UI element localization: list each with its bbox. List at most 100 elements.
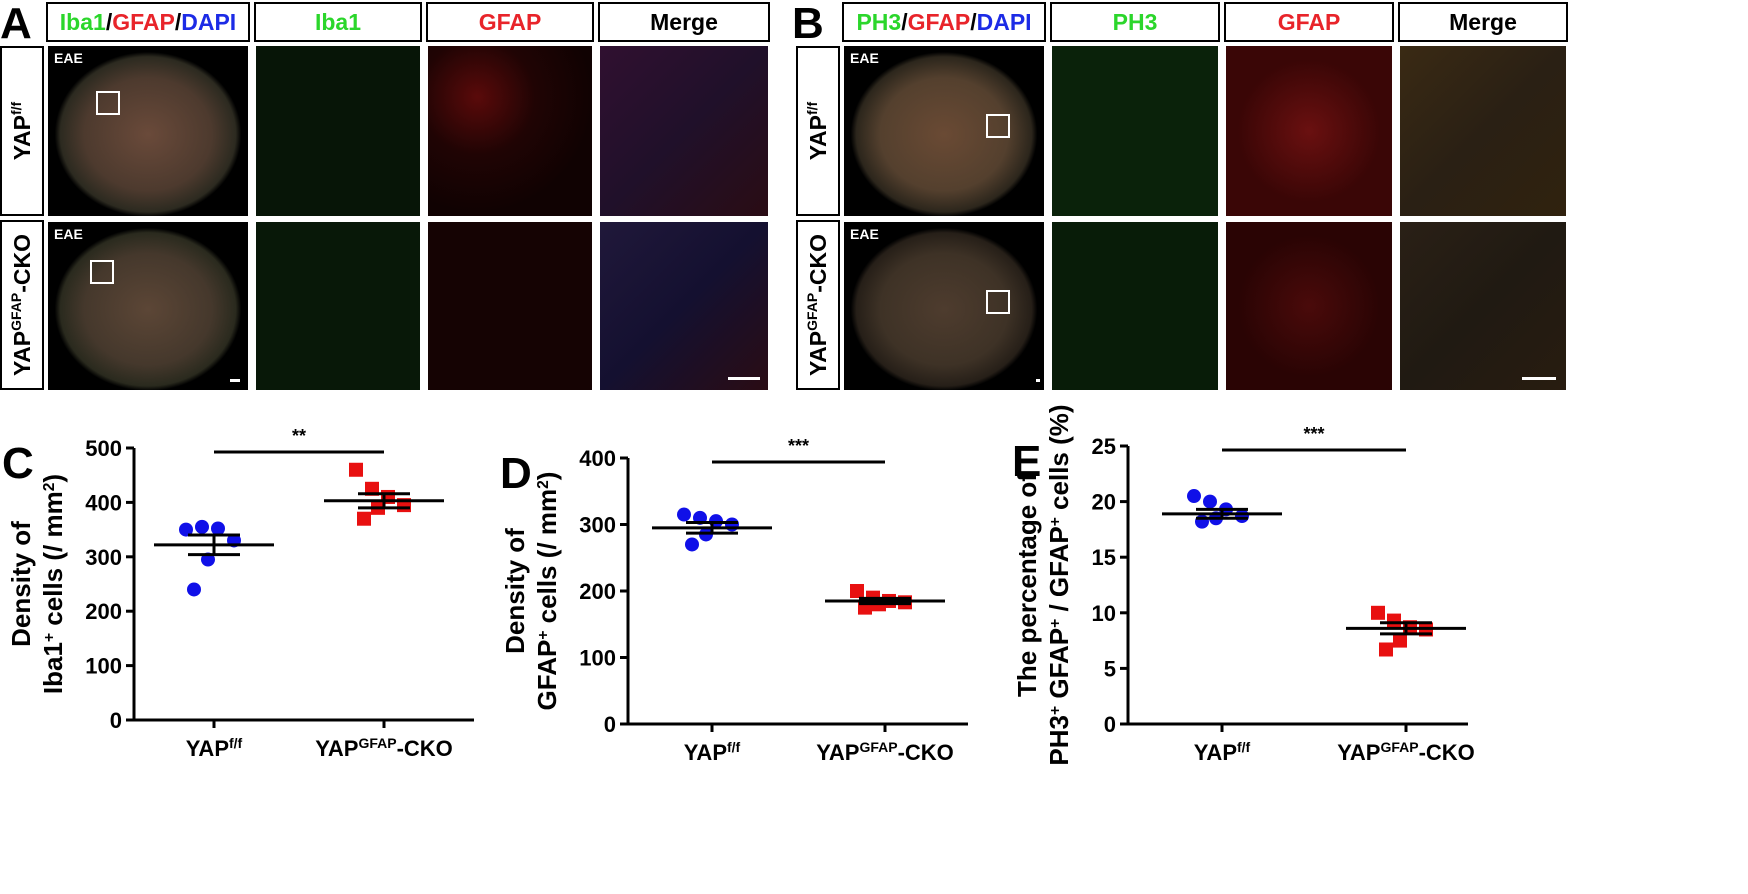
scale-bar	[230, 379, 240, 382]
y-axis-label: Density of	[6, 521, 36, 647]
header-text-part: GFAP	[112, 8, 175, 35]
panel-letter-c: C	[2, 439, 34, 488]
y-tick-label: 100	[579, 646, 616, 671]
genotype-label: YAPGFAP-CKO	[804, 233, 831, 377]
y-tick-label: 10	[1092, 601, 1116, 626]
roi-box	[986, 290, 1010, 314]
data-point	[1195, 514, 1209, 529]
data-point	[357, 511, 371, 526]
data-point	[1387, 613, 1401, 628]
panel-a-header-3: GFAP	[426, 2, 594, 42]
y-axis-label: Density of	[500, 528, 530, 654]
y-tick-label: 25	[1092, 434, 1116, 459]
panel-b-header-3: GFAP	[1224, 2, 1394, 42]
eae-tag: EAE	[54, 50, 83, 66]
header-text-part: PH3	[856, 8, 902, 35]
significance-label: ***	[788, 436, 809, 456]
y-tick-label: 200	[579, 579, 616, 604]
x-category-label: YAPGFAP-CKO	[816, 739, 954, 765]
panel-a-spinal-cord-cko: EAE	[46, 220, 250, 392]
data-point	[1379, 642, 1393, 657]
panel-a-gfap-cko	[426, 220, 594, 392]
y-tick-label: 500	[85, 436, 122, 461]
panel-b-header-4: Merge	[1398, 2, 1568, 42]
data-point	[685, 537, 699, 552]
x-category-label: YAPGFAP-CKO	[1337, 739, 1475, 765]
y-tick-label: 100	[85, 654, 122, 679]
panel-a-iba1-yapff	[254, 44, 422, 218]
scale-bar	[1036, 379, 1040, 382]
header-text-part: /	[901, 8, 908, 35]
panel-a-header-2: Iba1	[254, 2, 422, 42]
x-category-label: YAPf/f	[1194, 739, 1251, 765]
genotype-label: YAPf/f	[804, 101, 831, 161]
y-axis-label: Iba1+ cells (/ mm2)	[38, 474, 68, 694]
panel-letter-a: A	[0, 0, 32, 48]
header-text-part: Iba1	[59, 8, 106, 35]
panel-a-spinal-cord-yapff: EAE	[46, 44, 250, 218]
y-tick-label: 0	[604, 712, 616, 737]
panel-a-row-label-2: YAPGFAP-CKO	[0, 220, 44, 390]
y-tick-label: 0	[1104, 712, 1116, 737]
header-text-part: /	[174, 8, 182, 35]
header-text-part: DAPI	[181, 8, 237, 35]
header-text-part: /	[970, 8, 977, 35]
data-point	[1235, 509, 1249, 524]
panel-b-header-2: PH3	[1050, 2, 1220, 42]
header-text-part: GFAP	[1277, 8, 1341, 35]
header-text-part: PH3	[1112, 8, 1158, 35]
y-tick-label: 0	[110, 708, 122, 733]
y-tick-label: 5	[1104, 656, 1116, 681]
roi-box	[90, 260, 114, 284]
data-point	[1203, 494, 1217, 509]
y-tick-label: 20	[1092, 490, 1116, 515]
data-point	[179, 522, 193, 537]
panel-letter-e: E	[1012, 437, 1041, 486]
panel-a-header-4: Merge	[598, 2, 770, 42]
panel-letter-b: B	[792, 0, 824, 48]
x-category-label: YAPf/f	[186, 735, 243, 761]
panel-b-gfap-cko	[1224, 220, 1394, 392]
genotype-label: YAPf/f	[8, 101, 35, 161]
data-point	[725, 517, 739, 532]
panel-b-merge-cko	[1398, 220, 1568, 392]
data-point	[1187, 489, 1201, 504]
panel-a-gfap-yapff	[426, 44, 594, 218]
panel-b-merge-yapff	[1398, 44, 1568, 218]
eae-tag: EAE	[850, 226, 879, 242]
panel-a-row-label-1: YAPf/f	[0, 46, 44, 216]
panel-b-spinal-cord-cko: EAE	[842, 220, 1046, 392]
eae-tag: EAE	[54, 226, 83, 242]
genotype-label: YAPGFAP-CKO	[8, 233, 35, 377]
data-point	[195, 519, 209, 534]
roi-box	[986, 114, 1010, 138]
y-tick-label: 400	[579, 446, 616, 471]
header-text-part: GFAP	[907, 8, 971, 35]
data-point	[349, 462, 363, 477]
header-text-part: Merge	[1449, 8, 1517, 35]
y-tick-label: 300	[579, 513, 616, 538]
panel-b-spinal-cord-yapff: EAE	[842, 44, 1046, 218]
data-point	[677, 507, 691, 522]
data-point	[850, 584, 864, 598]
data-point	[211, 521, 225, 536]
y-axis-label: The percentage of	[1012, 473, 1042, 697]
header-text-part: DAPI	[976, 8, 1032, 35]
y-tick-label: 300	[85, 545, 122, 570]
y-tick-label: 400	[85, 490, 122, 515]
panel-b-header-1: PH3/GFAP / DAPI	[842, 2, 1046, 42]
significance-label: **	[292, 426, 306, 446]
panel-b-row-label-1: YAPf/f	[796, 46, 840, 216]
panel-b-gfap-yapff	[1224, 44, 1394, 218]
panel-a-iba1-cko	[254, 220, 422, 392]
significance-label: ***	[1303, 424, 1324, 444]
panel-letter-d: D	[500, 449, 532, 498]
panel-a-merge-cko	[598, 220, 770, 392]
y-axis-label: PH3+ GFAP+ / GFAP+ cells (%)	[1044, 404, 1074, 765]
header-text-part: Iba1	[314, 8, 362, 35]
panel-a-header-1: Iba1/GFAP / DAPI	[46, 2, 250, 42]
data-point	[187, 582, 201, 597]
y-tick-label: 15	[1092, 545, 1116, 570]
x-category-label: YAPf/f	[684, 739, 741, 765]
